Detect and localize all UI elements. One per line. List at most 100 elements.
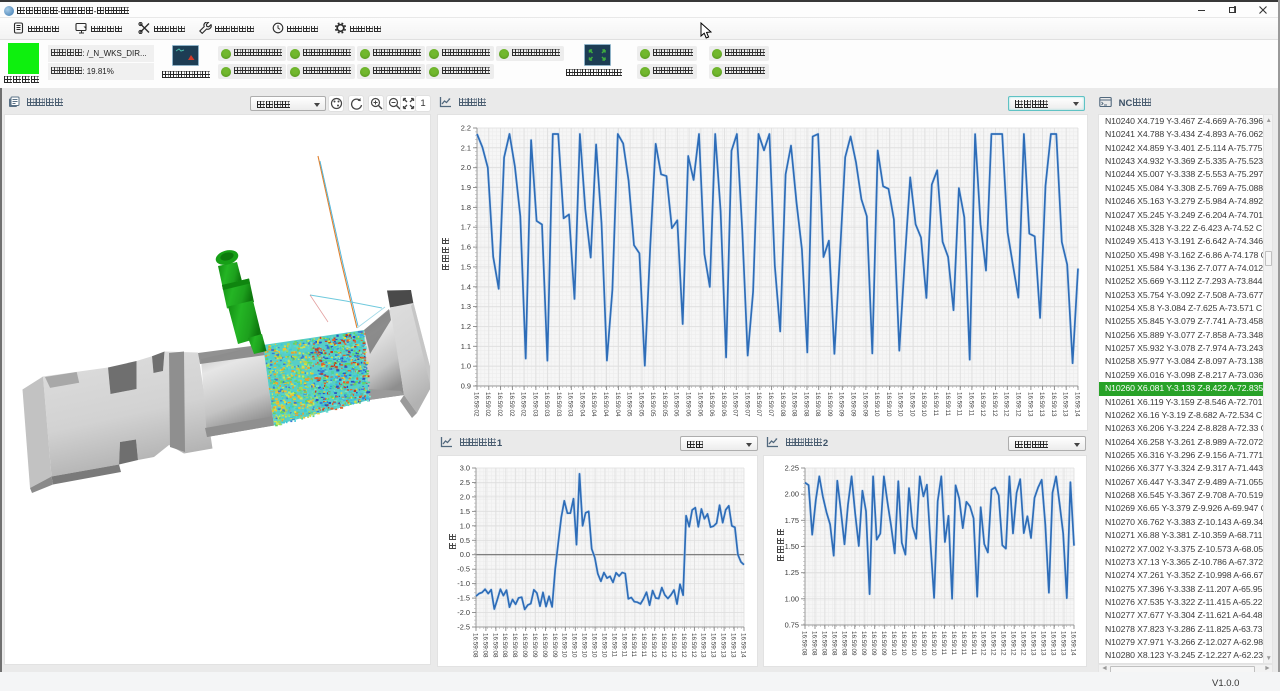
svg-text:16:59:11: 16:59:11 xyxy=(950,631,957,656)
svg-text:16:59:14: 16:59:14 xyxy=(1069,631,1076,656)
svg-text:16:59:03: 16:59:03 xyxy=(567,392,574,417)
svg-text:16:59:11: 16:59:11 xyxy=(960,631,967,656)
svg-text:16:59:09: 16:59:09 xyxy=(541,633,548,658)
svg-text:16:59:12: 16:59:12 xyxy=(1010,631,1017,656)
svg-text:16:59:05: 16:59:05 xyxy=(637,392,644,417)
svg-text:16:59:06: 16:59:06 xyxy=(708,392,715,417)
svg-text:16:59:08: 16:59:08 xyxy=(511,633,518,658)
svg-text:16:59:04: 16:59:04 xyxy=(579,392,586,417)
svg-text:-2.5: -2.5 xyxy=(457,623,470,632)
svg-text:16:59:10: 16:59:10 xyxy=(900,631,907,656)
svg-text:16:59:08: 16:59:08 xyxy=(802,392,809,417)
svg-text:16:59:06: 16:59:06 xyxy=(696,392,703,417)
svg-text:16:59:02: 16:59:02 xyxy=(484,392,491,417)
svg-text:2.5: 2.5 xyxy=(460,478,470,487)
svg-text:-2.0: -2.0 xyxy=(457,608,470,617)
svg-text:16:59:08: 16:59:08 xyxy=(810,631,817,656)
svg-text:16:59:12: 16:59:12 xyxy=(1020,631,1027,656)
svg-text:16:59:10: 16:59:10 xyxy=(908,392,915,417)
svg-text:16:59:08: 16:59:08 xyxy=(814,392,821,417)
svg-text:16:59:08: 16:59:08 xyxy=(779,392,786,417)
svg-text:16:59:02: 16:59:02 xyxy=(520,392,527,417)
svg-text:16:59:06: 16:59:06 xyxy=(673,392,680,417)
svg-text:16:59:09: 16:59:09 xyxy=(880,631,887,656)
svg-text:16:59:10: 16:59:10 xyxy=(591,633,598,658)
svg-text:16:59:12: 16:59:12 xyxy=(1015,392,1022,417)
svg-text:16:59:10: 16:59:10 xyxy=(581,633,588,658)
svg-text:16:59:07: 16:59:07 xyxy=(767,392,774,417)
svg-text:16:59:12: 16:59:12 xyxy=(990,631,997,656)
svg-text:16:59:09: 16:59:09 xyxy=(551,633,558,658)
svg-text:0.0: 0.0 xyxy=(460,550,470,559)
svg-text:16:59:09: 16:59:09 xyxy=(531,633,538,658)
svg-text:1.00: 1.00 xyxy=(785,594,799,603)
svg-text:16:59:11: 16:59:11 xyxy=(610,633,617,658)
svg-text:16:59:08: 16:59:08 xyxy=(800,631,807,656)
svg-text:16:59:10: 16:59:10 xyxy=(600,633,607,658)
svg-text:16:59:13: 16:59:13 xyxy=(1059,631,1066,656)
svg-text:1.0: 1.0 xyxy=(461,362,471,371)
svg-text:16:59:08: 16:59:08 xyxy=(830,631,837,656)
svg-text:1.5: 1.5 xyxy=(461,262,471,271)
svg-text:16:59:04: 16:59:04 xyxy=(602,392,609,417)
svg-text:16:59:03: 16:59:03 xyxy=(555,392,562,417)
svg-text:16:59:07: 16:59:07 xyxy=(755,392,762,417)
svg-text:16:59:05: 16:59:05 xyxy=(661,392,668,417)
svg-text:1.50: 1.50 xyxy=(785,542,799,551)
svg-text:16:59:09: 16:59:09 xyxy=(838,392,845,417)
svg-text:16:59:13: 16:59:13 xyxy=(1030,631,1037,656)
svg-text:0.9: 0.9 xyxy=(461,382,471,391)
svg-text:16:59:09: 16:59:09 xyxy=(870,631,877,656)
svg-text:-1.0: -1.0 xyxy=(457,579,470,588)
svg-text:-1.5: -1.5 xyxy=(457,594,470,603)
svg-text:1.8: 1.8 xyxy=(461,203,471,212)
svg-text:16:59:14: 16:59:14 xyxy=(1073,392,1080,417)
svg-text:16:59:08: 16:59:08 xyxy=(491,633,498,658)
svg-text:1.25: 1.25 xyxy=(785,568,799,577)
svg-text:16:59:10: 16:59:10 xyxy=(890,631,897,656)
svg-text:16:59:11: 16:59:11 xyxy=(630,633,637,658)
svg-text:1.75: 1.75 xyxy=(785,516,799,525)
svg-text:16:59:11: 16:59:11 xyxy=(932,392,939,417)
svg-text:16:59:12: 16:59:12 xyxy=(680,633,687,658)
svg-text:16:59:08: 16:59:08 xyxy=(840,631,847,656)
svg-text:16:59:07: 16:59:07 xyxy=(743,392,750,417)
svg-text:16:59:13: 16:59:13 xyxy=(1026,392,1033,417)
svg-text:16:59:13: 16:59:13 xyxy=(1050,631,1057,656)
svg-text:16:59:05: 16:59:05 xyxy=(649,392,656,417)
svg-text:16:59:11: 16:59:11 xyxy=(620,633,627,658)
svg-text:16:59:10: 16:59:10 xyxy=(930,631,937,656)
svg-text:-0.5: -0.5 xyxy=(457,565,470,574)
svg-text:16:59:08: 16:59:08 xyxy=(481,633,488,658)
svg-text:16:59:10: 16:59:10 xyxy=(571,633,578,658)
svg-text:16:59:11: 16:59:11 xyxy=(956,392,963,417)
svg-text:16:59:13: 16:59:13 xyxy=(1062,392,1069,417)
svg-text:0.75: 0.75 xyxy=(785,621,799,630)
svg-text:16:59:05: 16:59:05 xyxy=(626,392,633,417)
svg-text:1.0: 1.0 xyxy=(460,521,470,530)
svg-text:16:59:12: 16:59:12 xyxy=(650,633,657,658)
svg-text:2.1: 2.1 xyxy=(461,143,471,152)
svg-text:16:59:12: 16:59:12 xyxy=(690,633,697,658)
svg-text:1.2: 1.2 xyxy=(461,322,471,331)
svg-text:16:59:11: 16:59:11 xyxy=(967,392,974,417)
svg-text:16:59:09: 16:59:09 xyxy=(826,392,833,417)
svg-text:16:59:14: 16:59:14 xyxy=(739,633,746,658)
svg-text:1.9: 1.9 xyxy=(461,183,471,192)
svg-text:16:59:09: 16:59:09 xyxy=(860,631,867,656)
svg-text:16:59:06: 16:59:06 xyxy=(720,392,727,417)
svg-text:16:59:11: 16:59:11 xyxy=(940,631,947,656)
svg-text:16:59:08: 16:59:08 xyxy=(501,633,508,658)
svg-text:16:59:10: 16:59:10 xyxy=(920,631,927,656)
svg-text:16:59:10: 16:59:10 xyxy=(897,392,904,417)
svg-text:16:59:12: 16:59:12 xyxy=(1000,631,1007,656)
svg-text:16:59:08: 16:59:08 xyxy=(791,392,798,417)
svg-text:3.0: 3.0 xyxy=(460,464,470,473)
svg-text:16:59:12: 16:59:12 xyxy=(670,633,677,658)
svg-text:16:59:13: 16:59:13 xyxy=(1040,631,1047,656)
svg-text:0.5: 0.5 xyxy=(460,536,470,545)
svg-text:16:59:04: 16:59:04 xyxy=(614,392,621,417)
svg-text:16:59:09: 16:59:09 xyxy=(521,633,528,658)
svg-text:16:59:09: 16:59:09 xyxy=(850,631,857,656)
svg-text:1.1: 1.1 xyxy=(461,342,471,351)
